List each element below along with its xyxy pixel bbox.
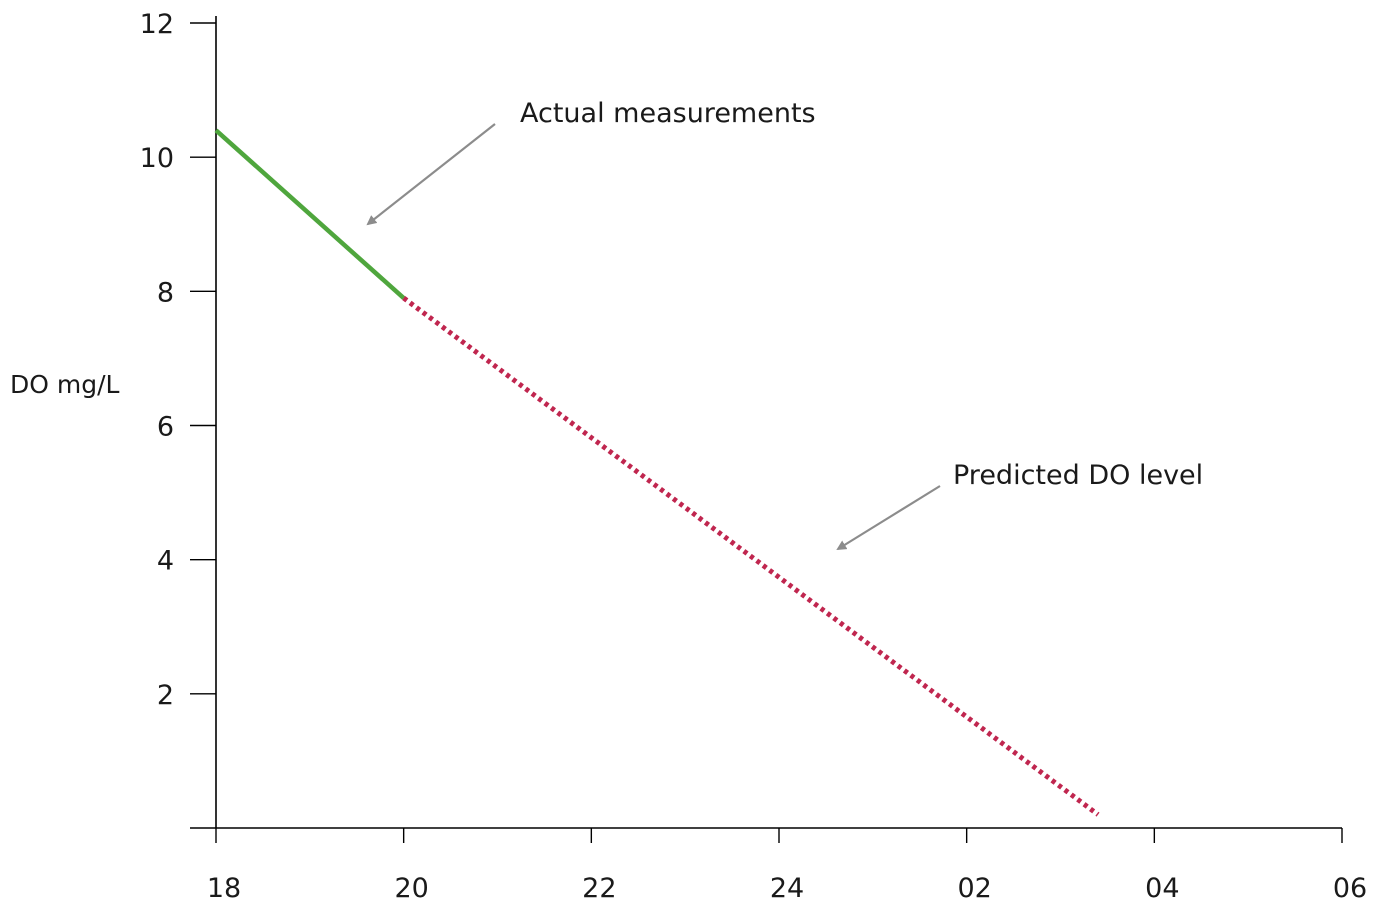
x-tick-label-02: 02 [957,873,991,904]
y-tick-label-6: 6 [157,412,174,443]
x-tick-label-24: 24 [770,873,804,904]
x-ticks: 18 20 22 24 02 04 06 [207,828,1367,904]
actual-measurements-arrow [366,123,496,226]
y-axis-label: DO mg/L [10,370,120,399]
predicted-do-level-arrow [836,485,941,551]
y-tick-label-4: 4 [157,546,174,577]
axes [190,16,1342,829]
annotations: Actual measurements Predicted DO level [366,98,1203,551]
predicted-do-level-label: Predicted DO level [953,460,1203,491]
x-tick-label-04: 04 [1145,873,1179,904]
series-line-actual-measurements [214,128,406,300]
y-ticks: 2 4 6 8 10 12 [140,9,216,711]
series-line-predicted-do-level [402,296,1100,817]
x-tick-label-18: 18 [207,873,241,904]
series-layer [214,128,1100,817]
y-tick-label-8: 8 [157,277,174,308]
x-tick-label-06: 06 [1333,873,1367,904]
x-tick-label-22: 22 [582,873,616,904]
actual-measurements-label: Actual measurements [520,98,816,129]
x-tick-label-20: 20 [394,873,428,904]
y-tick-label-2: 2 [157,680,174,711]
y-tick-label-10: 10 [140,143,174,174]
y-tick-label-12: 12 [140,9,174,40]
